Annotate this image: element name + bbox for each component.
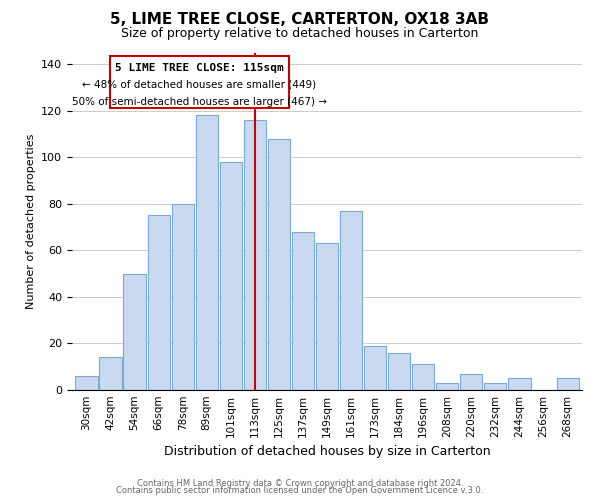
Text: 5 LIME TREE CLOSE: 115sqm: 5 LIME TREE CLOSE: 115sqm (115, 63, 284, 73)
Bar (340, 211, 362, 390)
Bar (412, 364, 434, 390)
Bar (124, 274, 146, 390)
Text: ← 48% of detached houses are smaller (449): ← 48% of detached houses are smaller (44… (82, 80, 317, 90)
FancyBboxPatch shape (110, 56, 289, 108)
Text: Contains public sector information licensed under the Open Government Licence v.: Contains public sector information licen… (116, 486, 484, 495)
Bar (508, 378, 530, 390)
Bar (76, 376, 98, 390)
Text: Size of property relative to detached houses in Carterton: Size of property relative to detached ho… (121, 28, 479, 40)
Text: 5, LIME TREE CLOSE, CARTERTON, OX18 3AB: 5, LIME TREE CLOSE, CARTERTON, OX18 3AB (110, 12, 490, 28)
Bar (244, 120, 266, 390)
Y-axis label: Number of detached properties: Number of detached properties (26, 134, 35, 309)
Bar (316, 244, 338, 390)
Bar (148, 216, 170, 390)
Text: 50% of semi-detached houses are larger (467) →: 50% of semi-detached houses are larger (… (72, 96, 327, 106)
Bar (388, 353, 410, 390)
Bar (460, 374, 482, 390)
Bar (557, 378, 578, 390)
Bar (436, 383, 458, 390)
Bar (220, 162, 242, 390)
Bar (100, 358, 122, 390)
Bar (196, 116, 218, 390)
Bar (268, 138, 290, 390)
Bar (172, 204, 194, 390)
X-axis label: Distribution of detached houses by size in Carterton: Distribution of detached houses by size … (164, 446, 490, 458)
Bar (364, 346, 386, 390)
Text: Contains HM Land Registry data © Crown copyright and database right 2024.: Contains HM Land Registry data © Crown c… (137, 478, 463, 488)
Bar (484, 383, 506, 390)
Bar (292, 232, 314, 390)
